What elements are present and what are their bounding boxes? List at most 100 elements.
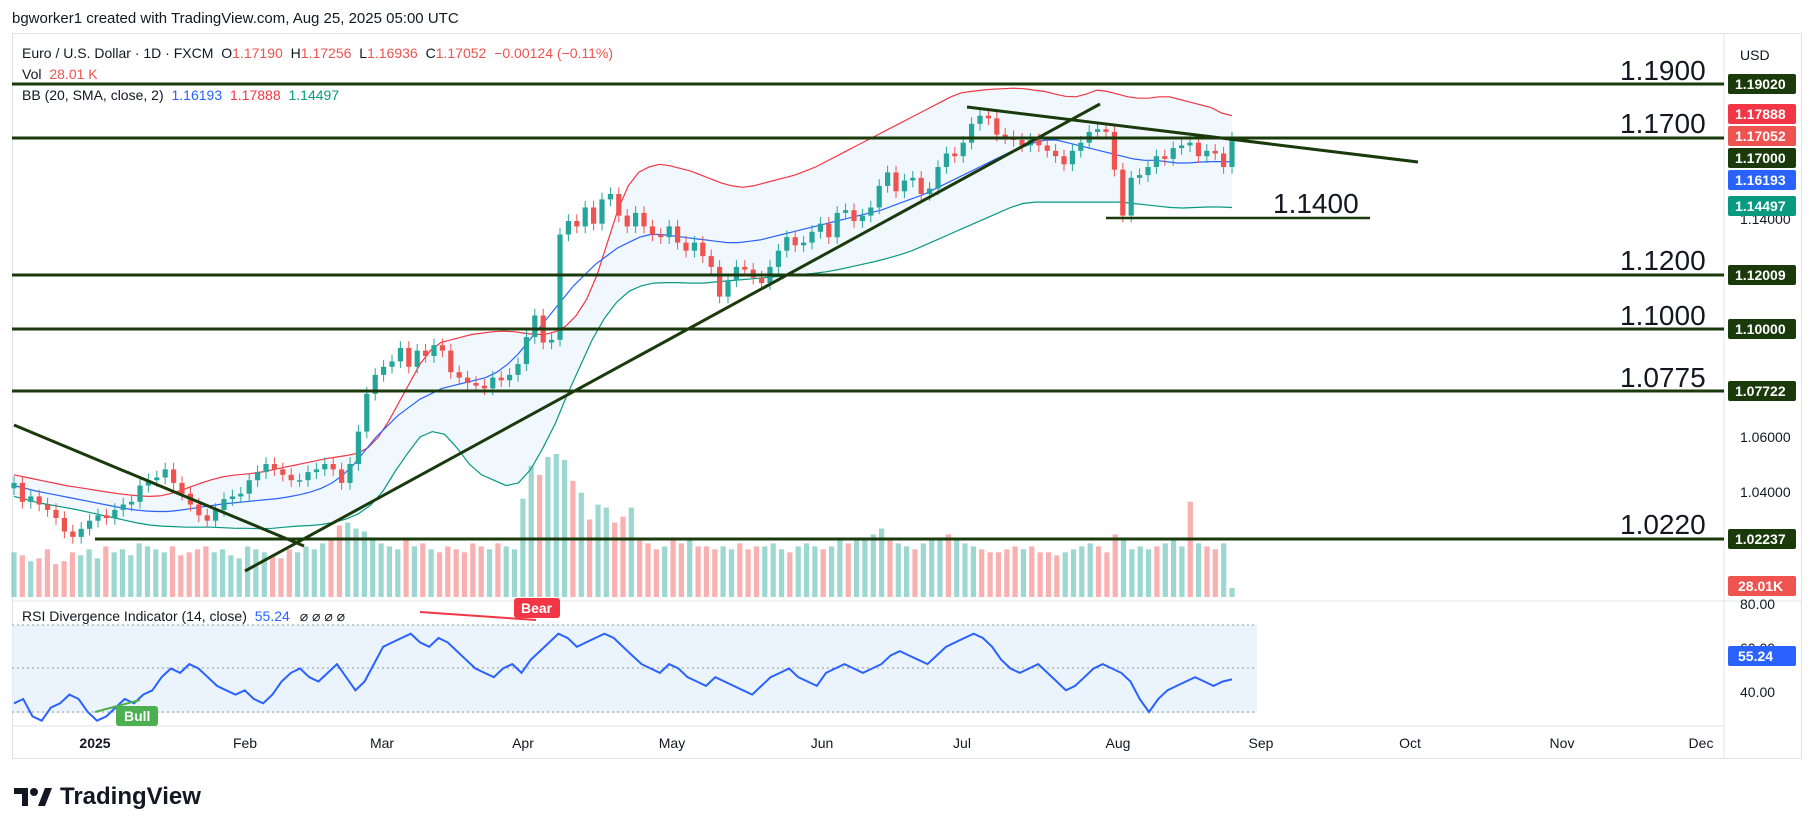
- price-tag-bb-lower: [1728, 196, 1796, 216]
- svg-text:1.10000: 1.10000: [1735, 321, 1786, 337]
- candle-body: [742, 266, 748, 270]
- y-tick-label: 1.04000: [1740, 484, 1791, 500]
- volume-bar: [954, 540, 960, 597]
- price-tag-11200: [1728, 265, 1796, 285]
- volume-bar: [1212, 549, 1218, 597]
- bear-divergence-line: [419, 611, 537, 621]
- candle-body: [213, 509, 219, 521]
- candle-body: [431, 345, 437, 356]
- volume-bar: [520, 498, 526, 597]
- volume-bar: [253, 549, 259, 597]
- volume-bar: [1120, 537, 1127, 597]
- volume-label[interactable]: Vol: [22, 66, 42, 82]
- rsi-axis-80: 80.00: [1740, 596, 1775, 612]
- candle-body: [280, 469, 286, 475]
- chart-frame[interactable]: [12, 33, 1802, 759]
- level-label-11900: 1.1900: [1620, 55, 1706, 86]
- candle-body: [515, 364, 521, 375]
- level-label-11000: 1.1000: [1620, 300, 1706, 331]
- candle-body: [1036, 140, 1042, 146]
- volume-bar: [703, 546, 709, 597]
- candle-body: [448, 350, 454, 373]
- price-tag-11902: [1728, 74, 1796, 94]
- volume-bar: [1029, 546, 1035, 597]
- candle-body: [347, 464, 353, 483]
- volume-bar: [403, 540, 409, 597]
- price-tag-last-price: [1728, 126, 1796, 146]
- volume-bars: [11, 454, 1235, 598]
- volume-bar: [194, 549, 201, 597]
- volume-bar: [1062, 552, 1068, 597]
- volume-bar: [920, 543, 926, 597]
- candle-body: [708, 256, 714, 267]
- volume-bar: [353, 528, 359, 597]
- y-tick-label: 1.06000: [1740, 429, 1791, 445]
- bb-upper-value: 1.17888: [230, 87, 281, 103]
- candle-body: [45, 504, 51, 510]
- candle-body: [1195, 142, 1201, 157]
- bb-area: [14, 88, 1232, 529]
- legend-volume-row: Vol 28.01 K: [22, 64, 617, 85]
- candle-body: [641, 212, 647, 227]
- volume-bar: [970, 546, 976, 597]
- currency-label: USD: [1740, 47, 1770, 63]
- x-tick-label: May: [659, 735, 685, 751]
- volume-bar: [1070, 549, 1077, 597]
- volume-bar: [870, 534, 876, 597]
- svg-text:1.12009: 1.12009: [1735, 267, 1786, 283]
- svg-text:1.17052: 1.17052: [1735, 128, 1786, 144]
- volume-bar: [837, 540, 843, 597]
- candle-body: [616, 194, 622, 216]
- volume-bar: [620, 516, 626, 597]
- tradingview-logo[interactable]: TradingView: [14, 783, 201, 811]
- candle-body: [843, 210, 849, 213]
- volume-bar: [203, 546, 209, 597]
- volume-bar: [61, 561, 67, 598]
- candle-body: [439, 345, 445, 351]
- volume-bar: [662, 546, 668, 597]
- candle-body: [204, 515, 210, 521]
- volume-bar: [386, 546, 392, 597]
- svg-text:1.07722: 1.07722: [1735, 383, 1786, 399]
- candle-body: [549, 339, 555, 343]
- bb-upper-line: [13, 87, 1233, 498]
- candle-body: [994, 118, 1000, 135]
- volume-bar: [1146, 549, 1152, 597]
- candle-body: [977, 115, 983, 124]
- candle-body: [893, 172, 899, 192]
- candle-body: [624, 215, 630, 227]
- volume-bar: [745, 549, 751, 597]
- candle-body: [1044, 145, 1050, 151]
- rsi-band: [12, 625, 1257, 713]
- candle-body: [95, 515, 101, 521]
- low-label: L: [359, 45, 368, 61]
- candle-body: [330, 464, 336, 470]
- volume-bar: [186, 552, 192, 597]
- candle-body: [238, 493, 244, 497]
- uptrend-line: [244, 102, 1101, 573]
- volume-bar: [879, 528, 885, 597]
- candle-body: [288, 474, 294, 481]
- candle-body: [1128, 177, 1134, 216]
- high-value: 1.17256: [300, 45, 352, 61]
- candle-body: [574, 221, 580, 227]
- candle-body: [1078, 142, 1084, 151]
- candle-body: [355, 431, 361, 464]
- candle-body: [11, 482, 17, 489]
- volume-bar: [44, 549, 50, 597]
- attribution-text: bgworker1 created with TradingView.com, …: [12, 10, 459, 27]
- bull-marker: [116, 706, 158, 726]
- rsi-label[interactable]: RSI Divergence Indicator (14, close): [22, 608, 247, 624]
- symbol-name[interactable]: Euro / U.S. Dollar · 1D · FXCM: [22, 45, 214, 61]
- volume-bar: [1112, 534, 1118, 597]
- bb-label[interactable]: BB (20, SMA, close, 2): [22, 87, 164, 103]
- bull-marker-label: Bull: [124, 708, 150, 724]
- candle-body: [1069, 150, 1075, 165]
- svg-text:1.17888: 1.17888: [1735, 106, 1786, 122]
- candle-body: [28, 496, 34, 502]
- candle-body: [775, 250, 781, 267]
- candle-body: [196, 504, 202, 516]
- volume-bar: [645, 543, 651, 597]
- volume-bar: [295, 552, 301, 597]
